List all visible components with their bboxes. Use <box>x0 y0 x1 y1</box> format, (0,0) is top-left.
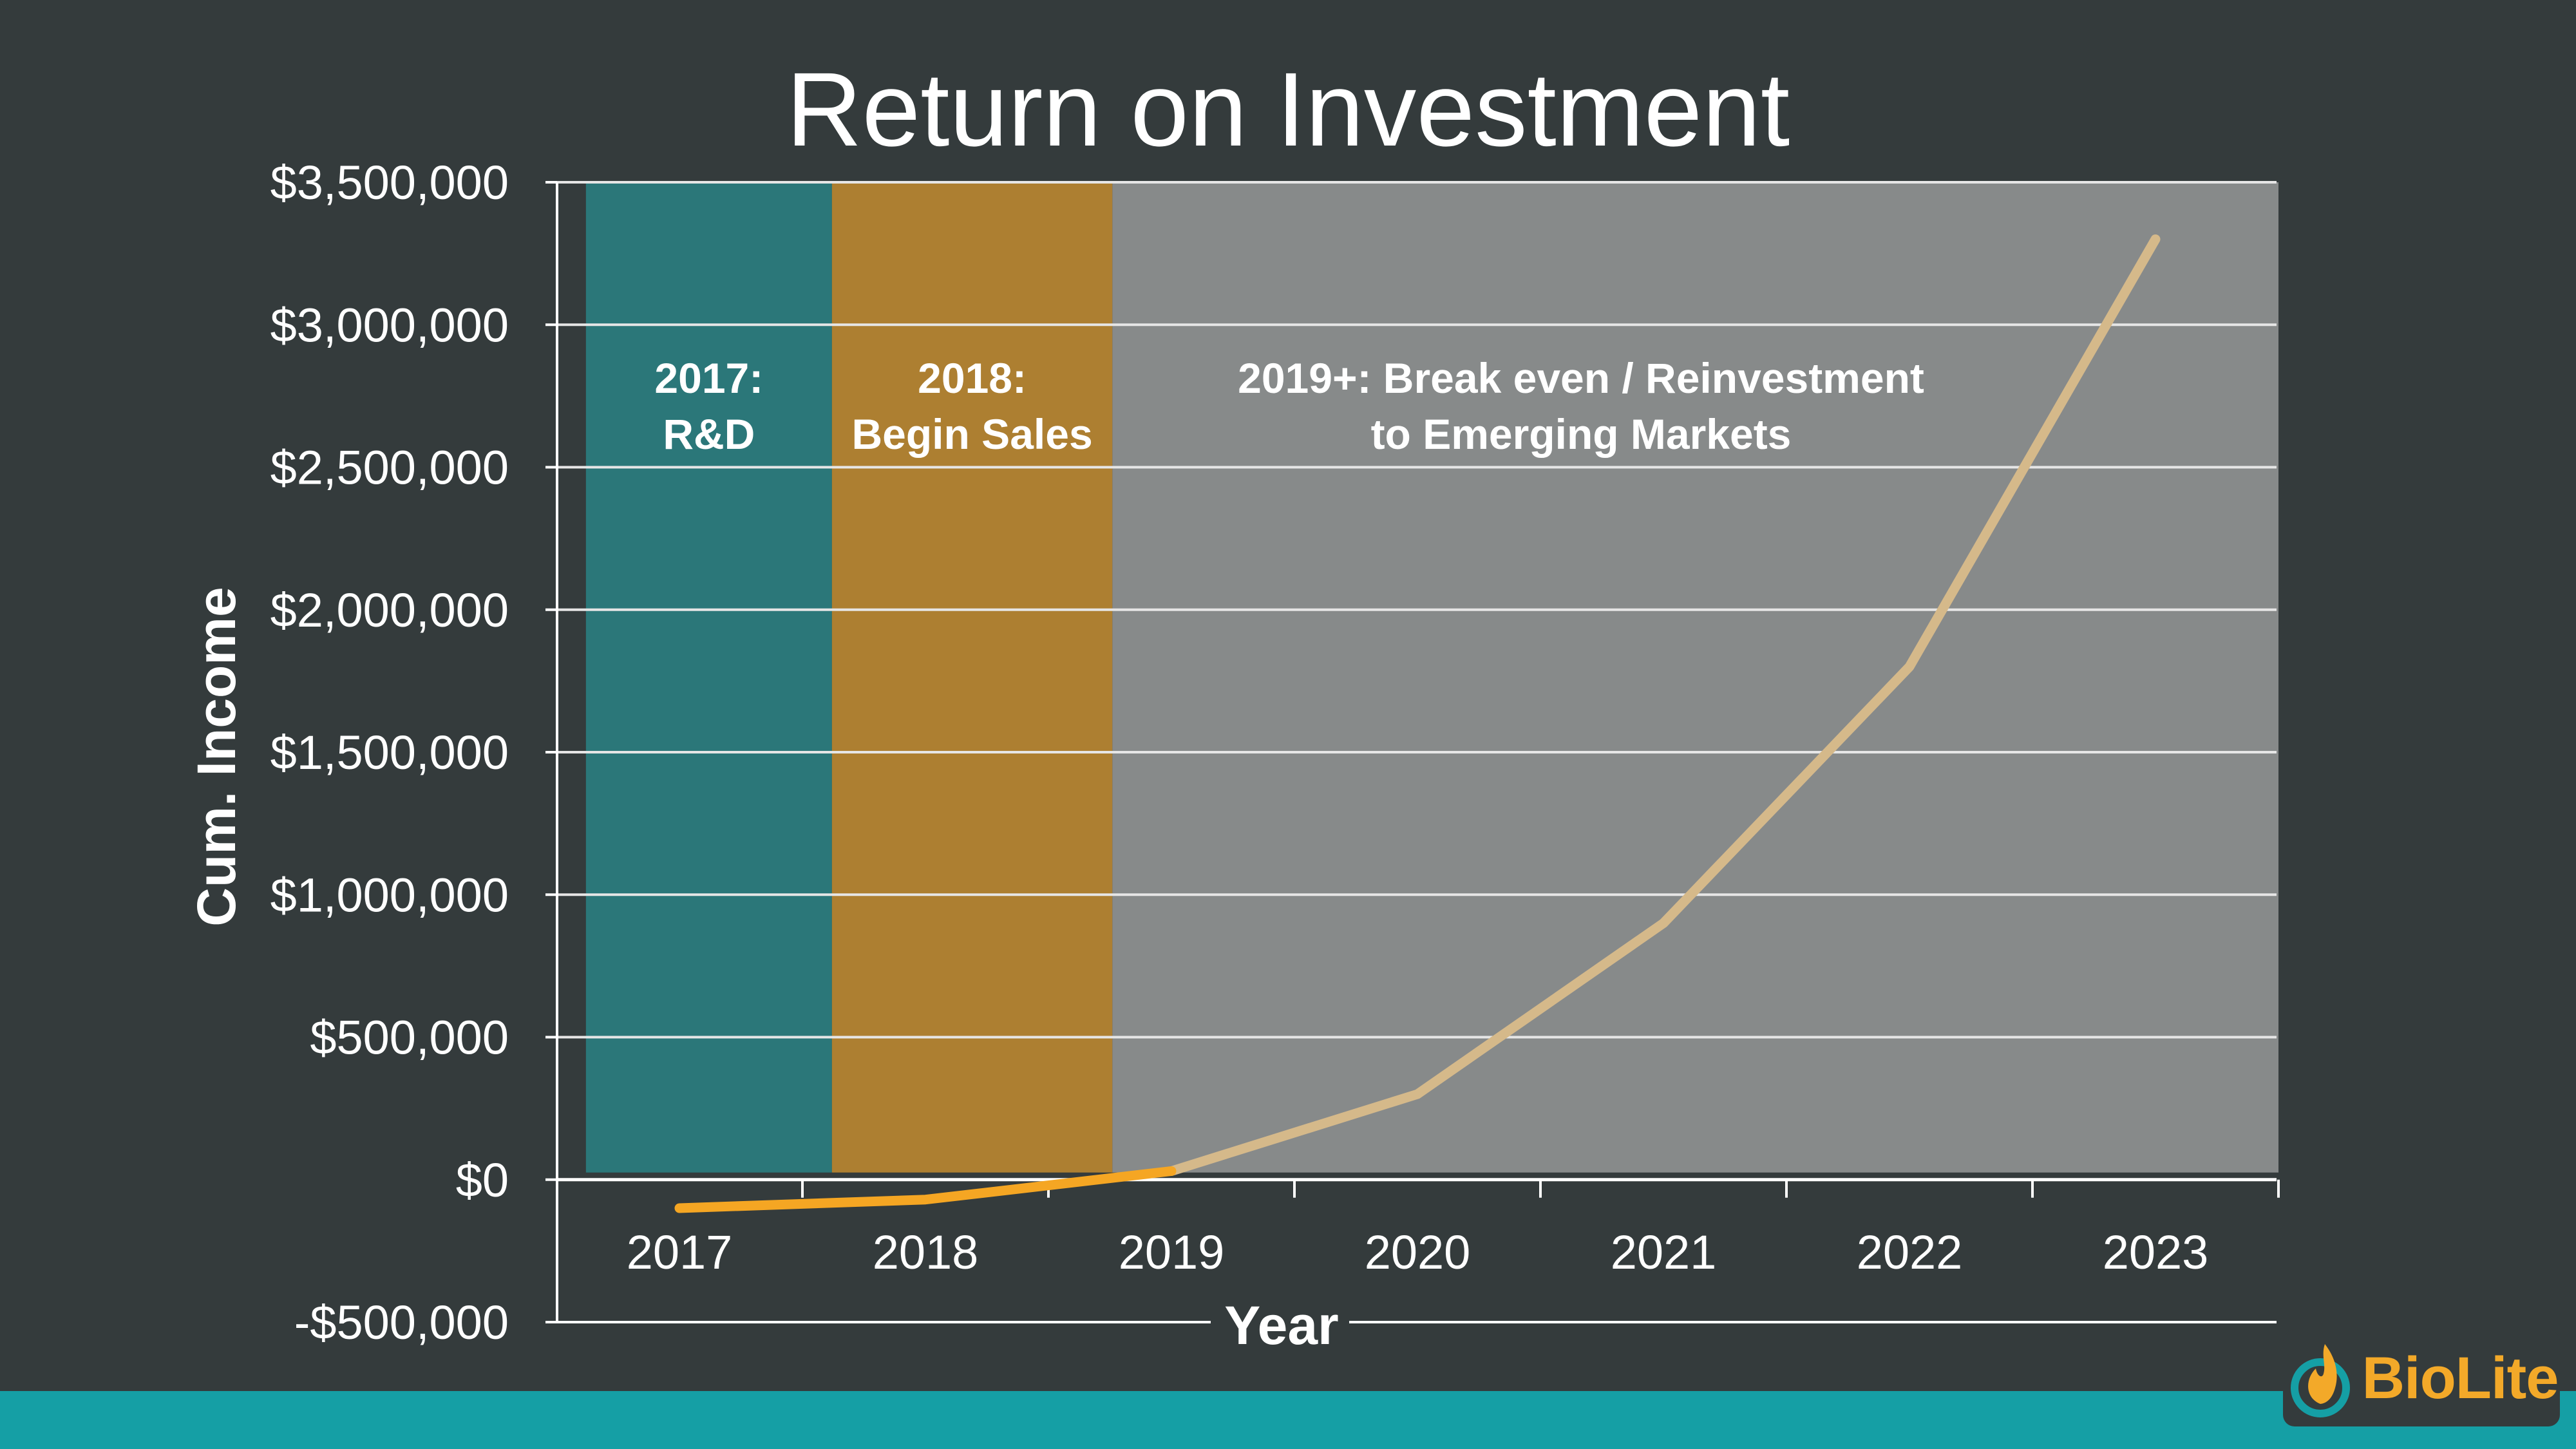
y-tick-labels: -$500,000 $0 $500,000 $1,000,000 $1,500,000 $… <box>270 156 509 1349</box>
flame-icon <box>2290 1344 2350 1417</box>
phase-band <box>831 182 1113 1173</box>
series-line-early <box>674 1166 1177 1213</box>
phase-label-line2: Begin Sales <box>852 410 1093 458</box>
y-tick-label: $500,000 <box>310 1011 509 1065</box>
brand-logo: BioLite <box>2283 1330 2560 1426</box>
phase-labels: 2017: R&D 2018: Begin Sales 2019+: Break eve… <box>654 354 1924 458</box>
phase-band <box>1112 182 2278 1173</box>
y-tick-label: $3,500,000 <box>270 156 509 209</box>
x-tick-label: 2022 <box>1857 1226 1963 1279</box>
phase-label-line1: 2018: <box>918 354 1027 402</box>
y-tick-label: -$500,000 <box>294 1296 509 1349</box>
y-axis-label: Cum. Income <box>186 587 247 926</box>
series-line-late <box>1166 234 2161 1176</box>
x-tick-label: 2018 <box>873 1226 979 1279</box>
phase-label-line1: 2019+: Break even / Reinvestment <box>1238 354 1924 402</box>
x-tick-label: 2020 <box>1365 1226 1471 1279</box>
phase-label-line2: to Emerging Markets <box>1371 410 1792 458</box>
slide-title: Return on Investment <box>786 50 1790 168</box>
x-tick-label: 2017 <box>627 1226 733 1279</box>
y-tick-label: $1,000,000 <box>270 868 509 922</box>
xlabel-backdrop <box>1211 1294 1349 1365</box>
series-lines <box>674 234 2161 1213</box>
y-tick-label: $1,500,000 <box>270 726 509 779</box>
phase-bands <box>585 182 2278 1173</box>
y-tick-label: $0 <box>456 1153 509 1207</box>
x-tick-label: 2021 <box>1611 1226 1717 1279</box>
phase-label-line2: R&D <box>663 410 755 458</box>
y-tick-label: $2,000,000 <box>270 583 509 637</box>
y-tick-label: $3,000,000 <box>270 298 509 352</box>
x-tick-labels: 2017 2018 2019 2020 2021 2022 2023 <box>627 1226 2209 1279</box>
footer-bar <box>0 1391 2576 1449</box>
x-tick-label: 2023 <box>2103 1226 2209 1279</box>
phase-band <box>585 182 832 1173</box>
phase-label-line1: 2017: <box>654 354 763 402</box>
y-tick-label: $2,500,000 <box>270 441 509 495</box>
x-tick-label: 2019 <box>1119 1226 1225 1279</box>
gridlines <box>557 181 2277 1182</box>
logo-wordmark: BioLite <box>2362 1345 2559 1411</box>
x-axis-label: Year <box>1224 1295 1339 1356</box>
